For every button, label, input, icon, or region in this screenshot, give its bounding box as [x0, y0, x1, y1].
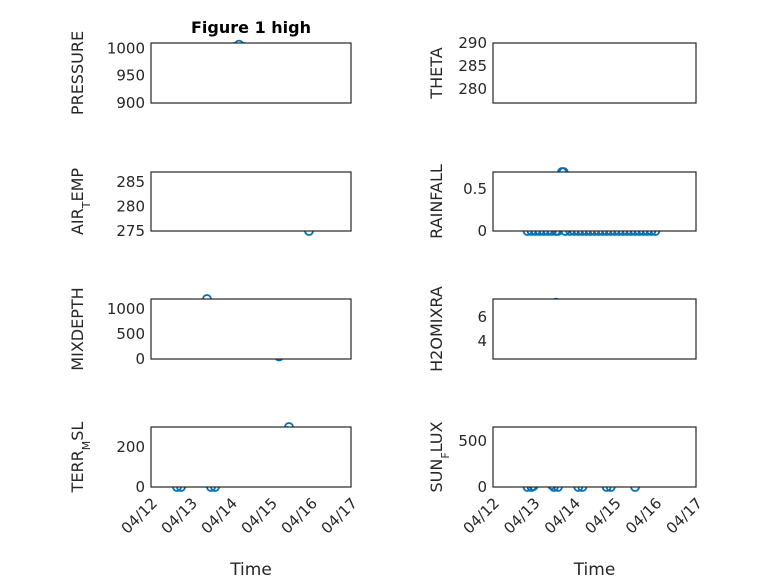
y-tick-label: 285 — [458, 57, 487, 75]
x-tick-label: 04/17 — [663, 494, 706, 537]
x-tick-label: 04/13 — [500, 494, 543, 537]
axes-frame — [150, 171, 352, 232]
y-tick-label: 0 — [477, 478, 487, 496]
x-tick-label: 04/14 — [198, 494, 241, 537]
y-tick-label: 285 — [116, 173, 145, 191]
x-axis-label: Time — [573, 560, 616, 580]
subplot-rainfall: 0 0.5 RAINFALL — [427, 164, 697, 240]
y-axis-label: RAINFALL — [427, 164, 446, 239]
x-tick-label: 04/15 — [581, 494, 624, 537]
axes-frame — [492, 42, 697, 104]
y-axis-label: SUNFLUX — [427, 421, 452, 492]
axes-frame — [492, 298, 697, 360]
y-tick-label: 1000 — [107, 300, 145, 318]
subplot-theta: 280 285 290 THETA — [427, 34, 697, 104]
y-axis-label: THETA — [427, 47, 446, 99]
x-tick-label: 04/17 — [318, 494, 361, 537]
y-tick-label: 0 — [135, 478, 145, 496]
y-tick-label: 6 — [477, 308, 487, 326]
x-tick-label: 04/15 — [238, 494, 281, 537]
subplot-air-temp: 275 280 285 AIRTEMP — [68, 168, 352, 240]
y-tick-label: 0 — [477, 222, 487, 240]
x-tick-label: 04/16 — [622, 494, 665, 537]
y-axis-label: AIRTEMP — [68, 168, 93, 235]
x-tick-label: 04/16 — [278, 494, 321, 537]
y-tick-label: 280 — [116, 197, 145, 215]
y-tick-label: 275 — [116, 222, 145, 240]
x-tick-label: 04/12 — [460, 494, 503, 537]
y-axis-label: TERRMSL — [68, 422, 93, 494]
y-tick-label: 500 — [116, 325, 145, 343]
axes-frame — [492, 171, 697, 232]
y-tick-label: 280 — [458, 80, 487, 98]
axes-frame — [150, 426, 352, 488]
figure-title: Figure 1 high — [191, 18, 311, 37]
y-axis-label: PRESSURE — [68, 31, 87, 115]
subplot-mixdepth: 0 500 1000 MIXDEPTH — [68, 287, 352, 371]
subplot-pressure: 900 950 1000 PRESSURE Figure 1 high — [68, 18, 352, 115]
y-tick-label: 0.5 — [463, 180, 487, 198]
y-tick-label: 900 — [116, 94, 145, 112]
x-tick-label: 04/14 — [541, 494, 584, 537]
x-tick-label: 04/13 — [158, 494, 201, 537]
y-tick-label: 200 — [116, 438, 145, 456]
subplot-h2omixra: 4 6 H2OMIXRA — [427, 286, 697, 372]
y-tick-label: 950 — [116, 67, 145, 85]
x-axis-label: Time — [229, 560, 272, 580]
y-tick-label: 0 — [135, 350, 145, 368]
x-tick-label: 04/12 — [118, 494, 161, 537]
y-tick-label: 1000 — [107, 39, 145, 57]
y-axis-label: MIXDEPTH — [68, 287, 87, 370]
axes-frame — [150, 42, 352, 104]
axes-frame — [492, 426, 697, 488]
y-tick-label: 500 — [458, 432, 487, 450]
y-tick-label: 4 — [477, 332, 487, 350]
y-tick-label: 290 — [458, 34, 487, 52]
y-axis-label: H2OMIXRA — [427, 286, 446, 372]
axes-frame — [150, 298, 352, 360]
